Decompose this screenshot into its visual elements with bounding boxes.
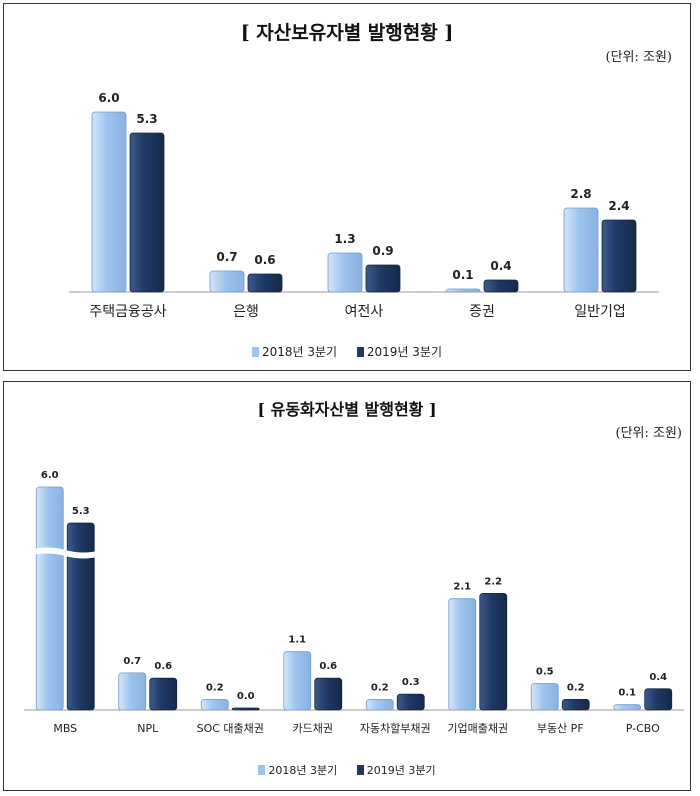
bar-s2018 bbox=[209, 270, 245, 293]
bar-s2019 bbox=[149, 677, 178, 711]
bar-s2018 bbox=[530, 683, 559, 711]
data-label: 0.9 bbox=[372, 244, 393, 258]
category-label: P-CBO bbox=[626, 722, 660, 735]
data-label: 0.3 bbox=[402, 677, 420, 688]
data-label: 0.4 bbox=[490, 259, 511, 273]
legend-item-2018: 2018년 3분기 bbox=[251, 343, 338, 360]
category-label: MBS bbox=[53, 722, 77, 735]
bar-s2019 bbox=[601, 219, 637, 293]
bar-s2018 bbox=[35, 486, 64, 711]
data-label: 1.3 bbox=[334, 232, 355, 246]
data-label: 6.0 bbox=[98, 91, 119, 105]
data-label: 6.0 bbox=[41, 470, 59, 481]
unit-label: (단위: 조원) bbox=[615, 426, 683, 441]
chart-title: [ 유동화자산별 발행현황 ] bbox=[257, 400, 437, 419]
category-label: NPL bbox=[137, 722, 159, 735]
data-label: 5.3 bbox=[72, 506, 90, 517]
data-label: 0.4 bbox=[649, 672, 667, 683]
data-label: 1.1 bbox=[288, 635, 306, 646]
category-label: 증권 bbox=[469, 304, 495, 320]
bar-s2018 bbox=[327, 252, 363, 293]
bar-s2018 bbox=[283, 651, 312, 711]
data-label: 0.2 bbox=[206, 682, 224, 693]
category-label: 카드채권 bbox=[293, 722, 333, 735]
bar-s2018 bbox=[91, 111, 127, 293]
data-label: 0.6 bbox=[319, 661, 337, 672]
bar-s2019 bbox=[231, 707, 260, 711]
data-label: 0.6 bbox=[254, 253, 275, 267]
legend-item-2019: 2019년 3분기 bbox=[356, 762, 436, 778]
bar-s2019 bbox=[644, 688, 673, 711]
bar-s2018 bbox=[563, 207, 599, 293]
bar-s2019 bbox=[66, 522, 95, 711]
legend-item-2018: 2018년 3분기 bbox=[258, 762, 337, 778]
category-label: 여전사 bbox=[345, 304, 384, 320]
data-label: 0.1 bbox=[452, 268, 473, 282]
legend-swatch-2019 bbox=[356, 765, 364, 775]
bar-s2019 bbox=[314, 677, 343, 711]
data-label: 0.1 bbox=[618, 688, 636, 699]
legend-label: 2018년 3분기 bbox=[268, 764, 338, 777]
category-label: 은행 bbox=[233, 304, 259, 320]
legend-label: 2019년 3분기 bbox=[366, 764, 436, 777]
data-label: 0.7 bbox=[216, 250, 237, 264]
legend-item-2019: 2019년 3분기 bbox=[356, 343, 443, 360]
bar-s2019 bbox=[479, 592, 508, 711]
legend-swatch-2018 bbox=[258, 765, 266, 775]
bar-s2018 bbox=[365, 698, 394, 711]
data-label: 2.8 bbox=[570, 187, 591, 201]
chart-panel-asset-type: [ 유동화자산별 발행현황 ] (단위: 조원) 6.0 5.3 MBS 0.7 0.6… bbox=[3, 381, 691, 791]
data-label: 5.3 bbox=[136, 112, 157, 126]
legend-label: 2019년 3분기 bbox=[366, 345, 443, 359]
bar-s2018 bbox=[200, 698, 229, 711]
category-label: 일반기업 bbox=[574, 304, 626, 320]
bar-s2019 bbox=[396, 693, 425, 711]
category-label: SOC 대출채권 bbox=[197, 722, 264, 735]
chart-plot: 6.0 5.3 MBS 0.7 0.6 NPL 0.2 0.0 SOC 대출채권 1.1 0.6 카드… bbox=[24, 470, 684, 735]
category-label: 부동산 PF bbox=[537, 722, 584, 735]
legend-swatch-2018 bbox=[251, 347, 259, 357]
bar-s2019 bbox=[129, 132, 165, 293]
chart-plot: 6.0 5.3 주택금융공사 0.7 0.6 은행 1.3 0.9 여전사 0.1 0.4 증권 2.8… bbox=[69, 91, 659, 320]
legend: 2018년 3분기 2019년 3분기 bbox=[4, 762, 690, 778]
bar-s2019 bbox=[247, 273, 283, 293]
bar-s2019 bbox=[483, 279, 519, 293]
legend: 2018년 3분기 2019년 3분기 bbox=[4, 343, 690, 360]
chart-panel-asset-holder: [ 자산보유자별 발행현황 ] (단위: 조원) 6.0 5.3 주택금융공사 0.7… bbox=[3, 3, 691, 371]
legend-swatch-2019 bbox=[356, 347, 364, 357]
data-label: 0.2 bbox=[567, 682, 585, 693]
data-label: 0.0 bbox=[237, 691, 255, 702]
data-label: 0.2 bbox=[371, 682, 389, 693]
data-label: 0.6 bbox=[154, 661, 172, 672]
bar-s2019 bbox=[365, 264, 401, 293]
bar-s2018 bbox=[445, 288, 481, 293]
bar-s2019 bbox=[561, 698, 590, 711]
category-label: 자동차할부채권 bbox=[360, 722, 431, 735]
unit-label: (단위: 조원) bbox=[605, 50, 673, 65]
bar-s2018 bbox=[613, 704, 642, 711]
bar-s2018 bbox=[118, 672, 147, 711]
data-label: 0.7 bbox=[123, 656, 141, 667]
legend-label: 2018년 3분기 bbox=[261, 345, 338, 359]
data-label: 2.2 bbox=[484, 576, 502, 587]
axis-break bbox=[29, 547, 102, 559]
chart-title: [ 자산보유자별 발행현황 ] bbox=[240, 22, 454, 44]
data-label: 2.1 bbox=[453, 582, 471, 593]
data-label: 2.4 bbox=[608, 199, 629, 213]
category-label: 주택금융공사 bbox=[89, 304, 166, 320]
bar-s2018 bbox=[448, 598, 477, 711]
category-label: 기업매출채권 bbox=[447, 722, 508, 735]
data-label: 0.5 bbox=[536, 667, 554, 678]
